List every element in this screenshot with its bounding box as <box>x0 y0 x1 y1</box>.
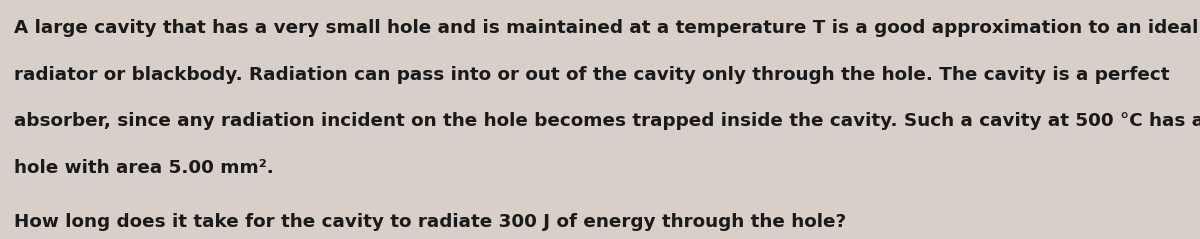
Text: A large cavity that has a very small hole and is maintained at a temperature T i: A large cavity that has a very small hol… <box>14 19 1199 37</box>
Text: hole with area 5.00 mm².: hole with area 5.00 mm². <box>14 159 274 177</box>
Text: How long does it take for the cavity to radiate 300 J of energy through the hole: How long does it take for the cavity to … <box>14 213 847 231</box>
Text: radiator or blackbody. Radiation can pass into or out of the cavity only through: radiator or blackbody. Radiation can pas… <box>14 66 1170 84</box>
Text: absorber, since any radiation incident on the hole becomes trapped inside the ca: absorber, since any radiation incident o… <box>14 112 1200 130</box>
